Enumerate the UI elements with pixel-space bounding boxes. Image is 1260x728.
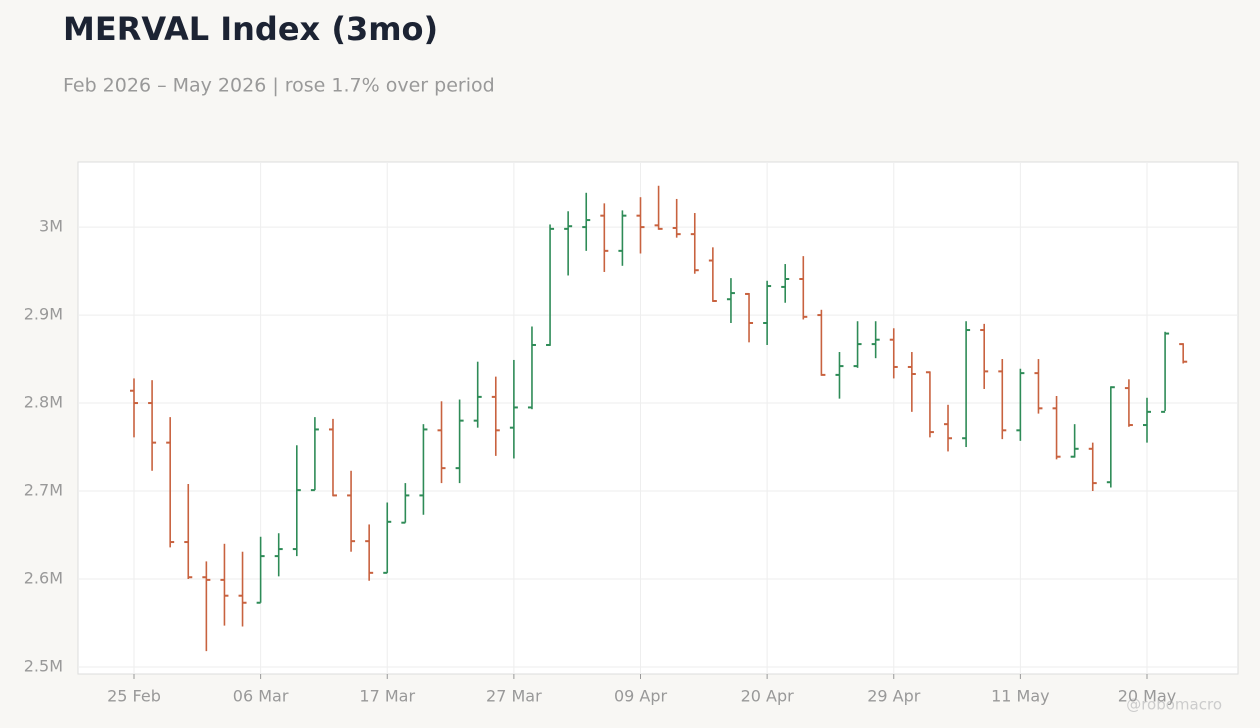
x-tick-label: 20 Apr: [741, 687, 795, 706]
x-tick-label: 06 Mar: [233, 687, 289, 706]
plot-area: [77, 161, 1239, 675]
y-tick-label: 2.7M: [24, 481, 63, 500]
credit: @robomacro: [1126, 696, 1222, 714]
chart-title: MERVAL Index (3mo): [63, 10, 438, 48]
x-tick-label: 11 May: [991, 687, 1050, 706]
x-tick-label: 20 May: [1118, 687, 1177, 706]
x-tick-label: 09 Apr: [614, 687, 668, 706]
y-tick-label: 2.9M: [24, 305, 63, 324]
x-tick-label: 29 Apr: [867, 687, 921, 706]
y-tick-label: 3M: [39, 217, 63, 236]
y-tick-label: 2.6M: [24, 568, 63, 587]
y-tick-label: 2.8M: [24, 393, 63, 412]
x-tick-label: 25 Feb: [107, 687, 161, 706]
chart-subtitle: Feb 2026 – May 2026 | rose 1.7% over per…: [63, 75, 495, 97]
y-tick-label: 2.5M: [24, 656, 63, 675]
x-tick-label: 17 Mar: [359, 687, 415, 706]
x-tick-label: 27 Mar: [486, 687, 542, 706]
